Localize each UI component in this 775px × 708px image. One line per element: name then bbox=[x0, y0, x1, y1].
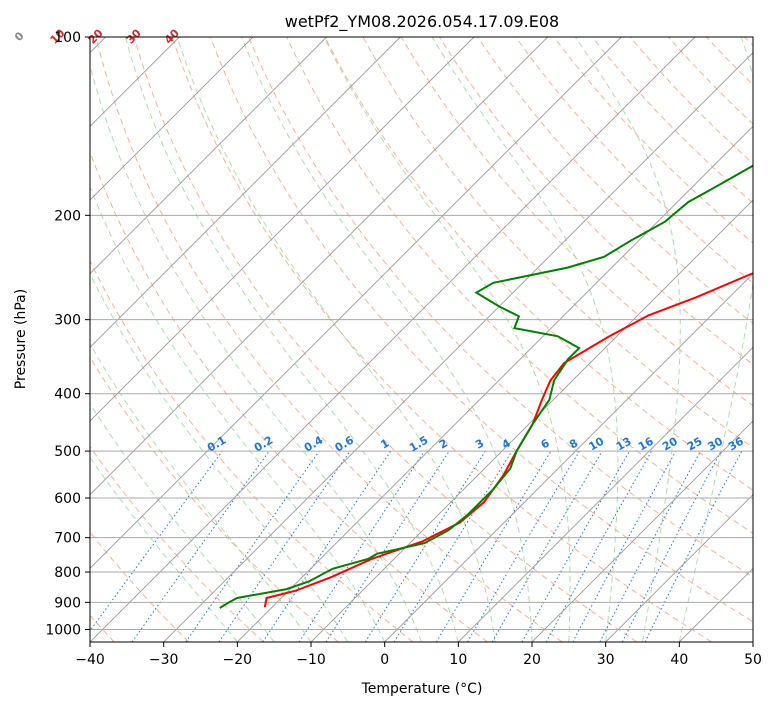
mixing-ratio-line bbox=[262, 450, 392, 642]
mixing-ratio-label: 6 bbox=[539, 436, 552, 451]
isotherm-line bbox=[531, 420, 753, 642]
x-tick-label: 30 bbox=[597, 652, 615, 668]
mixing-ratio-line bbox=[545, 450, 653, 642]
mixing-ratio-line bbox=[521, 450, 630, 642]
y-tick-label: 900 bbox=[54, 595, 81, 611]
dry-adiabat bbox=[248, 37, 753, 578]
dry-adiabat bbox=[133, 37, 638, 642]
isotherm-line bbox=[679, 567, 753, 642]
moist-adiabat bbox=[90, 272, 349, 642]
mixing-ratio-line bbox=[325, 450, 450, 642]
chart-series bbox=[219, 164, 753, 609]
moist-adiabat bbox=[90, 185, 386, 642]
dry-adiabat bbox=[477, 37, 753, 325]
dry-adiabat bbox=[515, 37, 753, 284]
y-tick-label: 600 bbox=[54, 491, 81, 507]
x-tick-label: 10 bbox=[449, 652, 467, 668]
x-tick-label: 40 bbox=[670, 652, 688, 668]
moist-adiabat bbox=[176, 37, 496, 642]
dry-adiabat bbox=[90, 150, 488, 642]
moist-adiabat bbox=[90, 456, 238, 642]
y-tick-label: 500 bbox=[54, 444, 81, 460]
mixing-ratio-line bbox=[393, 450, 513, 642]
x-tick-label: −40 bbox=[75, 652, 105, 668]
isotherm-line bbox=[237, 125, 753, 642]
x-axis: −40 −30 −20 −10 0 10 20 30 40 50 bbox=[75, 642, 762, 668]
dry-adiabat bbox=[591, 37, 753, 204]
plot-frame bbox=[89, 36, 754, 643]
isotherm-line bbox=[90, 37, 254, 201]
y-tick-label: 700 bbox=[54, 531, 81, 547]
moist-adiabat bbox=[241, 37, 533, 642]
dry-adiabat bbox=[90, 259, 414, 642]
isotherm-line bbox=[90, 37, 622, 569]
x-tick-label: −10 bbox=[296, 652, 326, 668]
x-tick-label: −30 bbox=[149, 652, 179, 668]
dry-adiabat bbox=[706, 37, 753, 86]
mixing-ratio-label: 8 bbox=[567, 437, 580, 452]
x-tick-label: 0 bbox=[380, 652, 389, 668]
moist-adiabat bbox=[125, 37, 459, 642]
moist-adiabat bbox=[323, 37, 571, 642]
dry-adiabat bbox=[400, 37, 753, 407]
isotherm-line bbox=[90, 37, 548, 496]
y-tick-label: 400 bbox=[54, 387, 81, 403]
mixing-ratio-line bbox=[467, 450, 580, 642]
dry-adiabat bbox=[553, 37, 753, 244]
y-axis-label: Pressure (hPa) bbox=[13, 289, 29, 389]
y-tick-label: 300 bbox=[54, 313, 81, 329]
y-tick-label: 1000 bbox=[45, 622, 81, 638]
isotherm-line bbox=[90, 37, 696, 642]
isotherm-line bbox=[90, 37, 475, 422]
mixing-ratio-line bbox=[572, 450, 677, 642]
moist-adiabat bbox=[678, 37, 753, 642]
mixing-ratio-line bbox=[185, 450, 320, 642]
dry-adiabat-label: 0 bbox=[12, 29, 27, 44]
isotherm-line bbox=[310, 199, 753, 642]
mixing-ratio-line bbox=[491, 450, 603, 642]
mixing-ratio-label: 3 bbox=[473, 437, 486, 452]
y-tick-label: 200 bbox=[54, 208, 81, 224]
moist-adiabat bbox=[431, 37, 619, 642]
dry-adiabat bbox=[668, 37, 753, 125]
x-tick-label: −20 bbox=[223, 652, 253, 668]
moist-adiabat bbox=[574, 37, 681, 642]
y-axis: 1000 900 800 700 600 500 400 300 200 100 bbox=[45, 30, 90, 638]
dewpoint-profile bbox=[219, 164, 753, 609]
isotherm-line bbox=[163, 52, 753, 642]
dry-adiabat bbox=[95, 37, 563, 642]
x-axis-label: Temperature (°C) bbox=[361, 681, 483, 697]
y-tick-label: 100 bbox=[54, 30, 81, 46]
dry-adiabat bbox=[629, 37, 753, 165]
isotherm-line bbox=[90, 37, 327, 275]
dry-adiabat bbox=[90, 445, 264, 642]
mixing-ratio-label: 4 bbox=[500, 436, 513, 451]
mixing-ratio-line bbox=[90, 450, 223, 632]
mixing-ratio-label: 1 bbox=[378, 437, 391, 452]
chart-title: wetPf2_YM08.2026.054.17.09.E08 bbox=[285, 12, 559, 32]
moist-adiabat bbox=[90, 63, 422, 642]
dry-adiabat bbox=[324, 37, 753, 491]
isotherm-line bbox=[605, 494, 753, 642]
dry-adiabat bbox=[744, 37, 753, 47]
mixing-ratio-line bbox=[131, 450, 270, 642]
y-tick-label: 800 bbox=[54, 565, 81, 581]
isotherm-line bbox=[90, 37, 401, 348]
x-tick-label: 50 bbox=[744, 652, 762, 668]
mixing-ratio-line bbox=[218, 450, 351, 642]
temperature-profile bbox=[263, 272, 753, 608]
dry-adiabat bbox=[210, 37, 753, 623]
mixing-ratio-line bbox=[364, 450, 486, 642]
x-tick-label: 20 bbox=[523, 652, 541, 668]
isotherm-line bbox=[458, 346, 753, 642]
moist-adiabat bbox=[90, 402, 275, 642]
mixing-ratio-line bbox=[435, 450, 552, 642]
isotherm-line bbox=[752, 641, 753, 642]
isotherm-line bbox=[384, 273, 753, 642]
